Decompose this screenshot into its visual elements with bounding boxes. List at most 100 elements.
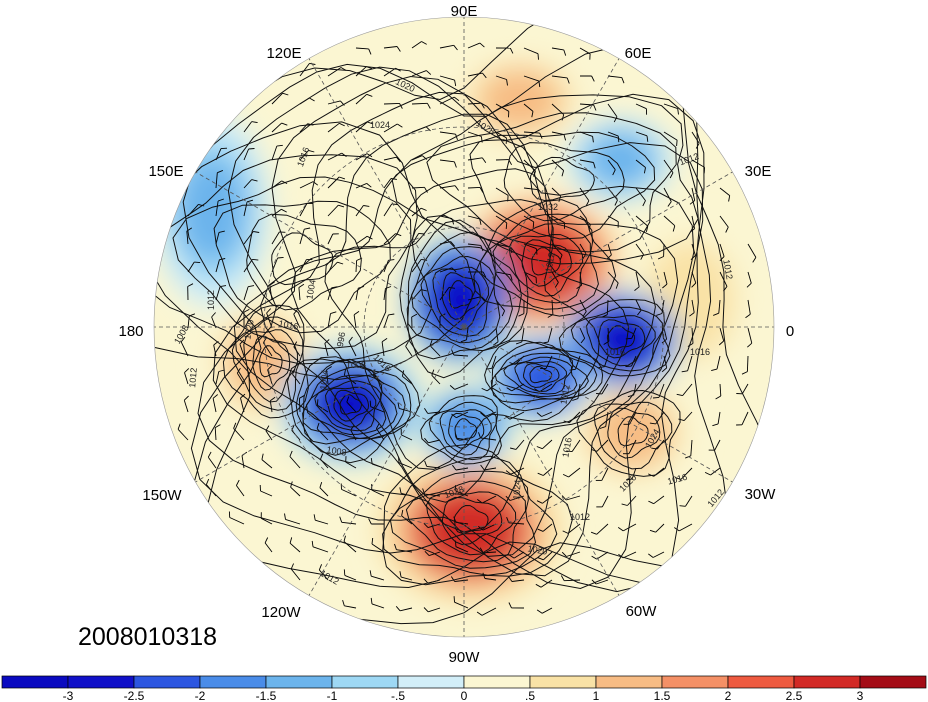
- wind-barb: [383, 178, 397, 189]
- wind-barb: [383, 123, 403, 133]
- wind-barb: [411, 41, 427, 49]
- wind-barb: [355, 205, 370, 217]
- wind-barb: [679, 495, 693, 507]
- wind-barb: [369, 400, 385, 413]
- wind-barb: [368, 518, 384, 525]
- wind-barb: [551, 47, 567, 56]
- isobar: [222, 304, 309, 419]
- wind-barb: [311, 540, 329, 553]
- wind-barb: [493, 327, 499, 346]
- contour-label: 1008: [326, 444, 347, 457]
- colorbar-tick-label: 2: [725, 689, 732, 702]
- wind-barb: [348, 336, 357, 357]
- wind-barb: [239, 339, 245, 357]
- wind-barb: [319, 481, 329, 497]
- wind-barb: [259, 484, 273, 497]
- longitude-label: 150W: [142, 487, 182, 504]
- isobar: [448, 412, 485, 449]
- wind-barb: [453, 596, 469, 609]
- wind-barb: [561, 495, 581, 501]
- wind-barb: [343, 569, 357, 581]
- wind-barb: [424, 437, 441, 444]
- wind-barb: [708, 439, 721, 451]
- wind-barb: [535, 579, 553, 588]
- contour-label: 1008: [346, 360, 366, 370]
- wind-barb: [212, 394, 218, 413]
- wind-barb: [495, 215, 508, 229]
- meridian: [195, 171, 465, 328]
- wind-barb: [439, 75, 457, 87]
- colorbar: -3 -2.5 -2 -1.5 -1 -.5 0 .5 1 1.5 2 2.5 3: [1, 675, 927, 702]
- wind-barb: [648, 551, 665, 558]
- wind-barb: [467, 296, 486, 302]
- isobar: [607, 407, 661, 459]
- wind-barb: [316, 422, 329, 441]
- wind-barb: [560, 575, 581, 582]
- wind-barb: [467, 215, 482, 225]
- wind-barb: [663, 215, 676, 232]
- isobar: [333, 389, 370, 422]
- longitude-label: 0: [786, 323, 794, 340]
- colorbar-tick-label: .5: [525, 689, 535, 702]
- anomaly-blob: [479, 69, 561, 131]
- isobar: [154, 154, 433, 365]
- isobar: [558, 298, 671, 377]
- wind-barb: [635, 159, 646, 174]
- wind-barb: [746, 271, 752, 288]
- wind-barb: [536, 495, 553, 504]
- wind-barb: [634, 271, 640, 291]
- longitude-label: 30W: [745, 486, 777, 503]
- colorbar-box: [661, 675, 729, 689]
- wind-barb: [678, 411, 693, 422]
- wind-barb: [478, 432, 497, 441]
- contour-label: 1016: [278, 318, 299, 331]
- contour-label: 1012: [721, 259, 734, 280]
- wind-barb: [562, 467, 581, 478]
- wind-barb: [439, 185, 459, 191]
- colorbar-box: [463, 675, 531, 689]
- isobar: [508, 233, 584, 297]
- colorbar-tick-label: -2: [195, 689, 206, 702]
- wind-barb: [284, 513, 301, 525]
- wind-barb: [663, 187, 672, 207]
- wind-barb: [355, 182, 372, 189]
- colorbar-tick-label: -1.5: [256, 689, 277, 702]
- wind-barb: [649, 523, 665, 533]
- wind-barb: [719, 215, 729, 233]
- isobar: [492, 223, 591, 304]
- wind-barb: [704, 467, 721, 476]
- wind-barb: [506, 383, 525, 392]
- wind-barb: [411, 70, 432, 77]
- wind-barb: [579, 159, 596, 169]
- wind-barb: [353, 311, 360, 329]
- anomaly-blob: [418, 487, 522, 573]
- contour-label: 1004: [318, 369, 330, 390]
- wind-barb: [523, 47, 539, 60]
- wind-barb: [661, 355, 668, 373]
- isobar: [432, 266, 490, 330]
- isobar: [243, 329, 299, 403]
- wind-barb: [579, 327, 586, 344]
- wind-barb: [590, 523, 609, 535]
- longitude-label: 90W: [449, 649, 481, 666]
- isobar: [576, 389, 681, 477]
- wind-barb: [711, 355, 721, 372]
- wind-barb: [327, 204, 345, 217]
- wind-barb: [467, 42, 485, 49]
- wind-barb: [551, 75, 570, 84]
- wind-barb: [536, 439, 553, 450]
- wind-barb: [689, 187, 696, 205]
- wind-barb: [480, 411, 497, 417]
- contour-label: 1016: [560, 437, 573, 458]
- meridian: [463, 326, 620, 596]
- isobar: [448, 280, 473, 309]
- contour-label: 1020: [242, 319, 255, 340]
- wind-barb: [187, 261, 201, 273]
- isobar: [213, 200, 391, 334]
- colorbar-tick-label: -.5: [391, 689, 405, 702]
- wind-barb: [243, 199, 254, 217]
- wind-barb: [495, 75, 508, 86]
- wind-barb: [745, 299, 751, 319]
- wind-barb: [591, 551, 609, 560]
- isobar: [286, 358, 421, 464]
